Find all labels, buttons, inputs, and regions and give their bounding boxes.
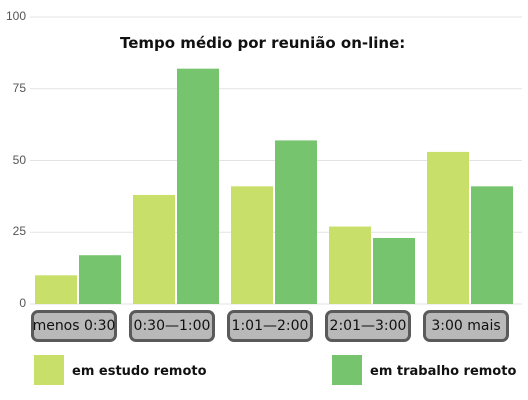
y-tick-label: 0 bbox=[19, 296, 26, 310]
x-tick-label: 1:01—2:00 bbox=[227, 310, 313, 342]
y-tick-label: 50 bbox=[12, 152, 26, 167]
bar-estudo-4 bbox=[427, 151, 469, 304]
bar-trabalho-1 bbox=[177, 68, 219, 304]
legend-swatch-trabalho bbox=[332, 355, 362, 385]
legend-label-trabalho: em trabalho remoto bbox=[370, 364, 517, 379]
x-tick-label: 2:01—3:00 bbox=[325, 310, 411, 342]
y-tick-label: 75 bbox=[12, 80, 26, 95]
bar-trabalho-0 bbox=[79, 255, 121, 304]
x-tick-label: menos 0:30 bbox=[31, 310, 117, 342]
bar-trabalho-4 bbox=[471, 186, 513, 304]
bar-estudo-1 bbox=[133, 194, 175, 304]
bar-trabalho-2 bbox=[275, 140, 317, 304]
y-tick-label: 25 bbox=[12, 224, 26, 239]
bar-trabalho-3 bbox=[373, 237, 415, 304]
bar-estudo-0 bbox=[35, 275, 77, 304]
bar-estudo-2 bbox=[231, 186, 273, 304]
bars bbox=[35, 68, 513, 304]
legend-swatch-estudo bbox=[34, 355, 64, 385]
chart-title: Tempo médio por reunião on-line: bbox=[120, 34, 406, 52]
bar-estudo-3 bbox=[329, 226, 371, 304]
x-tick-label: 3:00 mais bbox=[423, 310, 509, 342]
y-tick-label: 100 bbox=[5, 9, 26, 23]
x-tick-label: 0:30—1:00 bbox=[129, 310, 215, 342]
legend-label-estudo: em estudo remoto bbox=[72, 364, 207, 379]
